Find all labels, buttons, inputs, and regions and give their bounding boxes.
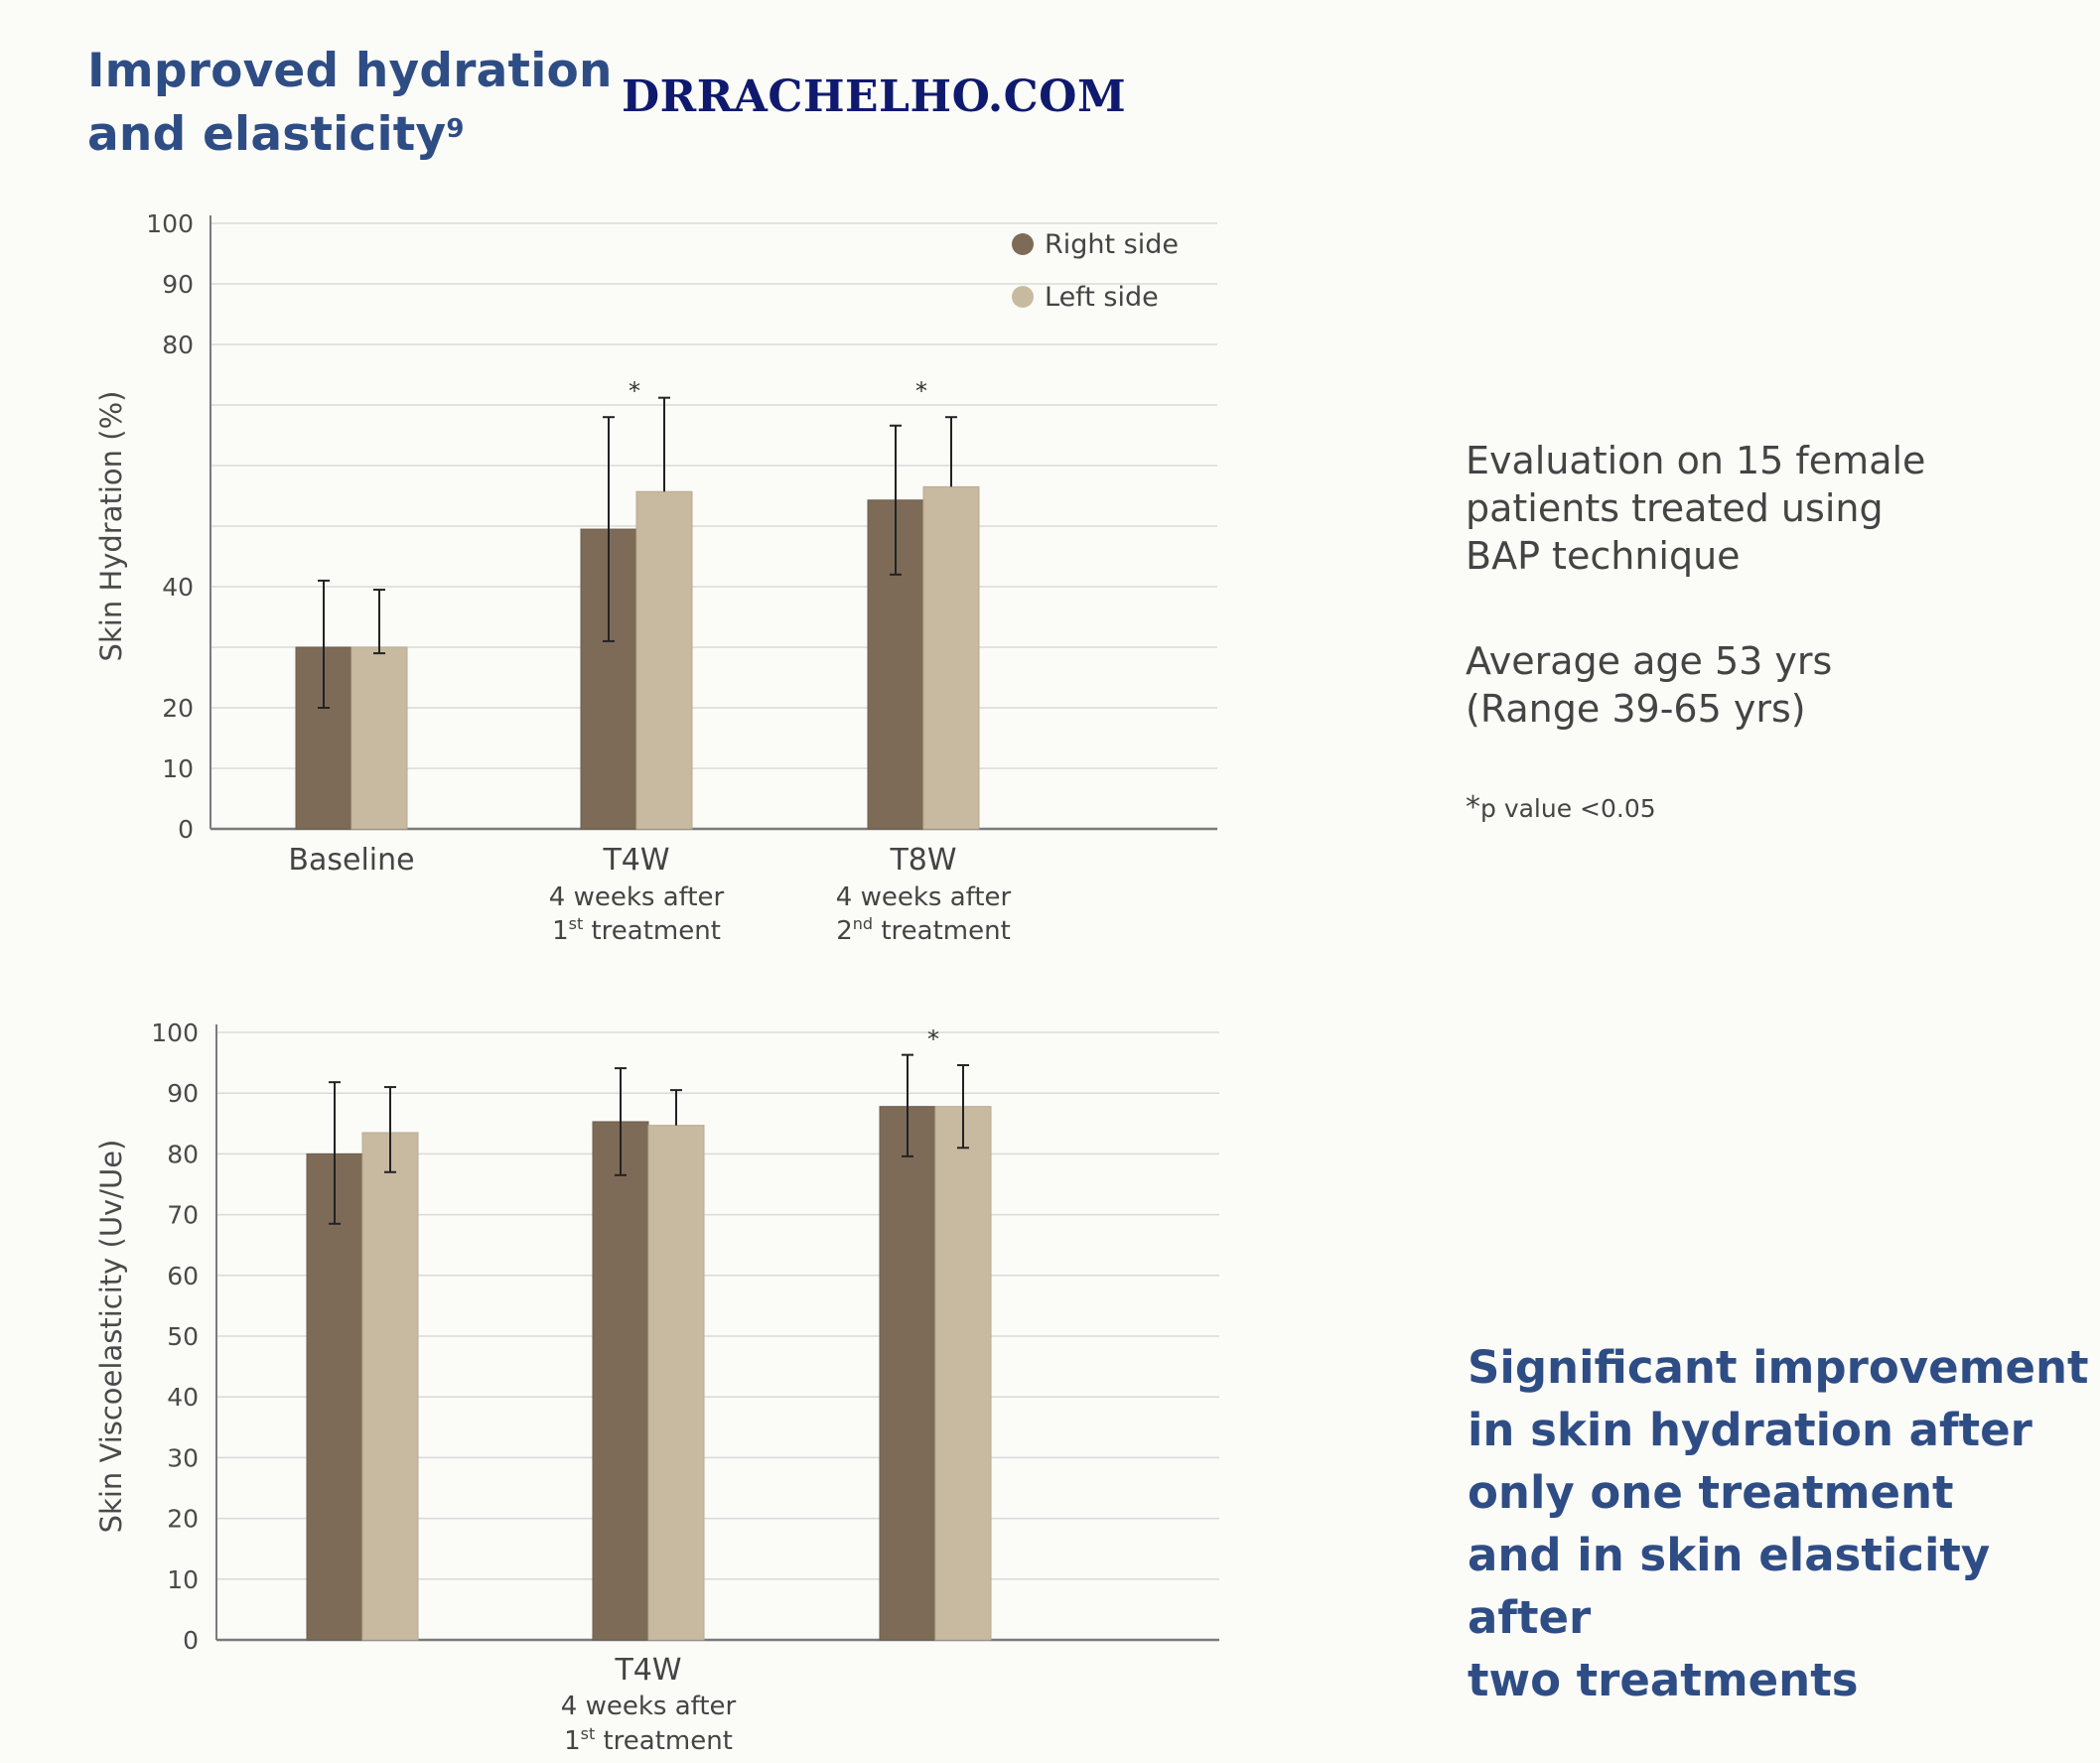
significance-note-star: * [1466, 790, 1480, 825]
heading-line-2: and elasticity [87, 107, 447, 162]
y-tick-label: 50 [167, 1322, 199, 1351]
y-tick-label: 100 [151, 1018, 199, 1047]
legend-swatch-right-side [1012, 233, 1034, 255]
website-watermark: DRRACHELHO.COM [622, 71, 1127, 122]
y-tick-label: 70 [167, 1201, 199, 1230]
conclusion-line-2: in skin hydration after [1468, 1404, 2032, 1456]
y-tick-label: 10 [162, 754, 194, 783]
y-tick-label: 90 [167, 1079, 199, 1108]
bar-left-side [934, 1106, 992, 1641]
y-tick-label: 80 [167, 1140, 199, 1168]
y-tick-label: 10 [167, 1565, 199, 1594]
study-info: Evaluation on 15 female patients treated… [1466, 437, 2081, 833]
y-tick-label: 60 [167, 1262, 199, 1290]
conclusion-line-4: and in skin elasticity after [1468, 1529, 1991, 1644]
bar-right-side [306, 1153, 363, 1641]
conclusion-line-5: two treatments [1468, 1654, 1859, 1706]
info-line-5: (Range 39-65 yrs) [1466, 687, 1806, 731]
bar-right-side [592, 1121, 649, 1641]
y-axis-label: Skin Hydration (%) [94, 391, 128, 662]
bar-left-side [635, 490, 693, 830]
y-tick-label: 80 [162, 331, 194, 359]
legend-swatch-left-side [1012, 286, 1034, 308]
bar-left-side [647, 1125, 705, 1641]
info-line-2: patients treated using [1466, 486, 1884, 530]
bar-left-side [922, 485, 980, 830]
bar-left-side [361, 1132, 419, 1641]
category-sublabel-treatment: 2nd treatment [836, 914, 1011, 946]
y-tick-label: 0 [178, 815, 194, 844]
conclusion-line-1: Significant improvement [1468, 1341, 2089, 1394]
viscoelasticity-plot: 0 10 20 30 40 50 60 70 80 90 100 Skin Viscoelastici… [94, 1018, 1219, 1756]
bar-right-side [879, 1106, 936, 1641]
legend-label: Left side [1045, 282, 1159, 313]
y-axis-label: Skin Viscoelasticity (Uv/Ue) [94, 1140, 128, 1534]
heading-reference: 9 [446, 114, 465, 144]
y-tick-label: 20 [167, 1505, 199, 1534]
bar-left-side [350, 646, 408, 830]
info-line-4: Average age 53 yrs [1466, 639, 1833, 683]
y-tick-label: 0 [183, 1626, 199, 1655]
category-sublabel: 4 weeks after [549, 882, 725, 912]
significance-star: * [927, 1025, 939, 1053]
y-tick-label: 100 [146, 209, 194, 238]
significance-star: * [629, 377, 640, 405]
legend-label: Right side [1045, 229, 1179, 260]
y-tick-label: 30 [167, 1443, 199, 1472]
category-sublabel-treatment: 1st treatment [564, 1724, 733, 1756]
info-line-1: Evaluation on 15 female [1466, 439, 1926, 482]
category-sublabel-treatment: 1st treatment [552, 914, 721, 946]
y-tick-label: 40 [162, 573, 194, 602]
significance-note: *p value <0.05 [1466, 784, 2081, 833]
category-sublabel: 4 weeks after [836, 882, 1012, 912]
heading-line-1: Improved hydration [87, 44, 613, 98]
hydration-plot: 0 10 20 40 80 90 100 Skin Hydration (%) * * Baseli… [94, 209, 1217, 946]
page-heading: Improved hydration and elasticity9 [87, 40, 613, 167]
significance-star: * [915, 377, 927, 405]
significance-note-text: p value <0.05 [1480, 794, 1656, 823]
category-label: Baseline [288, 843, 414, 878]
category-label: T4W [602, 843, 669, 878]
conclusion-line-3: only one treatment [1468, 1466, 1954, 1519]
y-tick-label: 20 [162, 694, 194, 723]
info-line-3: BAP technique [1466, 534, 1741, 578]
category-sublabel: 4 weeks after [561, 1692, 737, 1721]
category-label: T4W [614, 1653, 681, 1688]
category-label: T8W [889, 843, 956, 878]
y-tick-label: 90 [162, 270, 194, 299]
y-tick-label: 40 [167, 1383, 199, 1412]
legend: Right side Left side [1012, 229, 1179, 313]
conclusion-statement: Significant improvement in skin hydratio… [1468, 1336, 2100, 1711]
